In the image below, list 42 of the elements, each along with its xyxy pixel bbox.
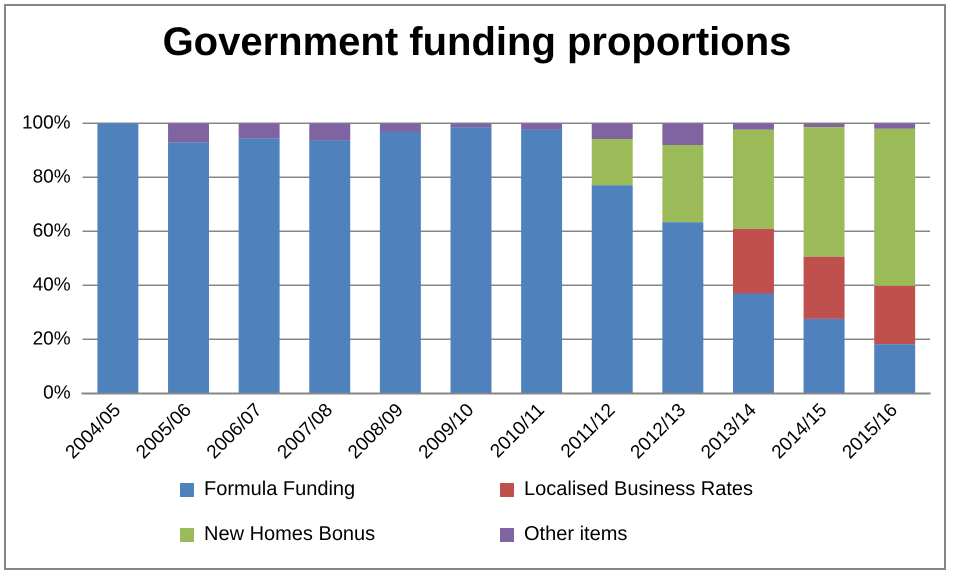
bar xyxy=(662,222,704,393)
bar xyxy=(732,130,774,229)
bar xyxy=(309,123,350,140)
bar xyxy=(874,128,916,286)
bar xyxy=(521,123,562,130)
y-tick-label: 40% xyxy=(32,274,71,296)
legend-label: Localised Business Rates xyxy=(524,478,754,501)
bar xyxy=(592,123,633,140)
y-tick-label: 60% xyxy=(32,220,71,242)
bar xyxy=(309,140,350,393)
bar xyxy=(732,123,774,130)
bar xyxy=(732,228,774,294)
bar xyxy=(804,123,845,128)
bar xyxy=(521,130,562,393)
bar xyxy=(592,139,633,186)
y-tick-label: 100% xyxy=(22,112,71,134)
legend-label: Formula Funding xyxy=(204,478,356,501)
bar xyxy=(238,138,280,393)
bar xyxy=(804,127,845,257)
y-tick-label: 0% xyxy=(43,382,71,404)
chart-title: Government funding proportions xyxy=(162,20,792,65)
bar xyxy=(168,123,209,142)
legend-label: Other items xyxy=(524,523,628,546)
bar xyxy=(97,123,138,393)
bar xyxy=(874,286,916,344)
y-tick-label: 80% xyxy=(32,166,71,188)
bar xyxy=(168,142,209,393)
bar xyxy=(874,344,916,393)
bar xyxy=(662,144,704,222)
bar xyxy=(380,132,421,393)
bar xyxy=(592,185,633,393)
legend-label: New Homes Bonus xyxy=(204,523,376,546)
bar xyxy=(238,123,280,138)
bar xyxy=(874,123,916,129)
bar xyxy=(450,123,492,128)
bar xyxy=(380,123,421,132)
bar xyxy=(662,123,704,145)
bar xyxy=(804,256,845,319)
y-tick-label: 20% xyxy=(32,328,71,350)
bar xyxy=(732,293,774,393)
bar xyxy=(804,318,845,393)
bar xyxy=(450,127,492,393)
